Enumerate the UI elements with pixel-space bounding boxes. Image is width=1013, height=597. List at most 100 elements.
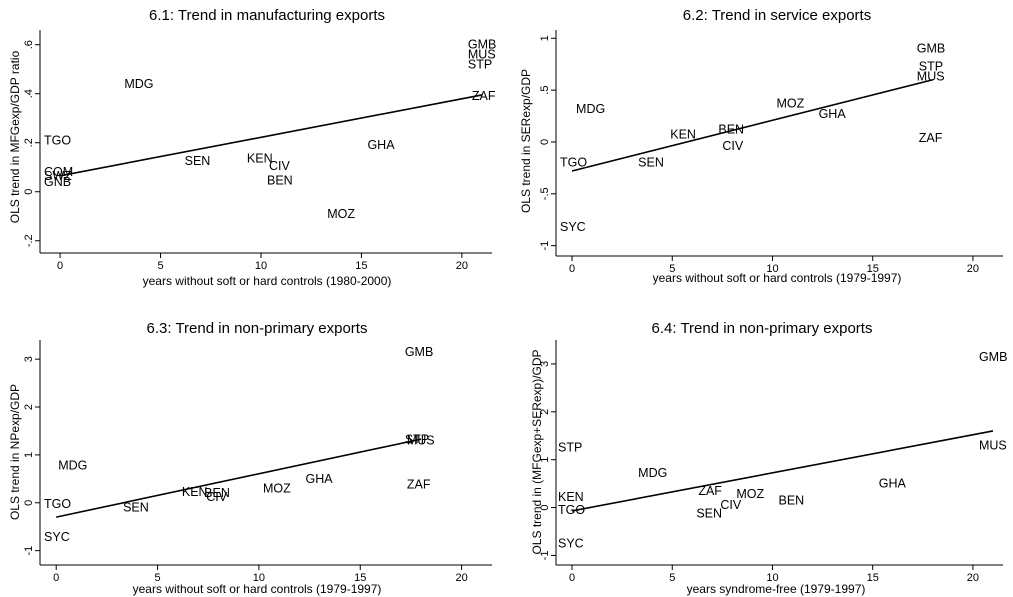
point-label: MOZ <box>327 207 355 221</box>
y-tick-label: -1 <box>23 546 35 556</box>
panel-title: 6.2: Trend in service exports <box>683 7 871 24</box>
x-tick-label: 20 <box>967 572 979 584</box>
point-label: TGO <box>560 156 587 170</box>
point-label: MDG <box>576 102 605 116</box>
point-label: COM <box>44 165 73 179</box>
y-axis-label: OLS trend in (MFGexp+SERexp)/GDP <box>530 349 544 554</box>
point-label: KEN <box>182 485 208 499</box>
panel-6-4: 6.4: Trend in non-primary exports 0 5 10 15… <box>530 320 1007 596</box>
point-label: ZAF <box>919 131 943 145</box>
point-label: KEN <box>670 128 696 142</box>
x-tick-label: 20 <box>967 263 979 275</box>
point-label: SYC <box>44 530 70 544</box>
point-label: CIV <box>720 498 742 512</box>
x-tick-label: 10 <box>255 260 267 272</box>
y-tick-label: -.2 <box>23 234 35 247</box>
point-label: BEN <box>778 493 804 507</box>
point-label: MUS <box>468 48 496 62</box>
panel-title: 6.1: Trend in manufacturing exports <box>149 7 385 24</box>
y-tick-label: .6 <box>23 40 35 49</box>
point-label: GMB <box>979 350 1007 364</box>
point-label: BEN <box>267 174 293 188</box>
point-label: BEN <box>718 123 744 137</box>
point-label: TGO <box>44 497 71 511</box>
point-label: KEN <box>558 490 584 504</box>
x-axis-label: years without soft or hard controls (197… <box>653 271 902 285</box>
y-tick-label: 0 <box>539 139 551 145</box>
point-label: ZAF <box>407 478 431 492</box>
y-tick-label: 0 <box>539 504 551 510</box>
point-label: ZAF <box>472 89 496 103</box>
point-label: MOZ <box>736 487 764 501</box>
y-tick-label: 1 <box>23 452 35 458</box>
x-tick-label: 5 <box>669 572 675 584</box>
fit-line <box>571 430 994 512</box>
x-axis-label: years without soft or hard controls (198… <box>143 274 392 288</box>
point-label: MOZ <box>263 481 291 495</box>
point-label: SYC <box>558 536 584 550</box>
point-label: SWZ <box>44 169 72 183</box>
y-tick-label: 0 <box>23 500 35 506</box>
y-tick-label: 0 <box>23 189 35 195</box>
point-label: SEN <box>185 154 211 168</box>
point-label: KEN <box>247 152 273 166</box>
x-axis-label: years syndrome-free (1979-1997) <box>687 582 866 596</box>
y-tick-label: 1 <box>539 35 551 41</box>
x-tick-label: 0 <box>569 263 575 275</box>
point-label: CIV <box>206 490 228 504</box>
panel-6-1: 6.1: Trend in manufacturing exports 0 5 10… <box>8 7 496 288</box>
point-label: MOZ <box>776 97 804 111</box>
point-label: SYC <box>560 220 586 234</box>
point-label: SEN <box>638 156 664 170</box>
y-tick-label: 3 <box>539 361 551 367</box>
x-tick-label: 5 <box>669 263 675 275</box>
fit-line <box>56 438 422 518</box>
x-tick-label: 10 <box>766 263 778 275</box>
x-tick-label: 10 <box>766 572 778 584</box>
point-label: CIV <box>269 159 291 173</box>
panel-6-2: 6.2: Trend in service exports 0 5 10 15 20-1… <box>519 7 1003 285</box>
x-tick-label: 5 <box>154 572 160 584</box>
y-tick-label: .5 <box>539 86 551 95</box>
point-label: GNB <box>44 175 71 189</box>
x-tick-label: 0 <box>569 572 575 584</box>
point-label: CIV <box>722 139 744 153</box>
point-label: SEN <box>123 501 149 515</box>
y-tick-label: .2 <box>23 138 35 147</box>
point-label: ZAF <box>698 484 722 498</box>
x-tick-label: 15 <box>867 263 879 275</box>
point-label: BEN <box>204 486 230 500</box>
point-label: MUS <box>979 438 1007 452</box>
point-label: SEN <box>696 506 722 520</box>
panel-6-3: 6.3: Trend in non-primary exports 0 5 10 15… <box>8 320 492 596</box>
point-label: GHA <box>367 138 395 152</box>
point-label: TGO <box>558 503 585 517</box>
panel-title: 6.4: Trend in non-primary exports <box>652 320 873 337</box>
y-tick-label: 2 <box>539 409 551 415</box>
point-label: MUS <box>917 70 945 84</box>
y-tick-label: -1 <box>539 551 551 561</box>
point-label: MDG <box>124 77 153 91</box>
x-axis-label: years without soft or hard controls (197… <box>133 582 382 596</box>
y-tick-label: -1 <box>539 241 551 251</box>
x-tick-label: 20 <box>455 572 467 584</box>
x-tick-label: 15 <box>354 572 366 584</box>
point-label: GHA <box>879 477 907 491</box>
y-axis-label: OLS trend in SERexp/GDP <box>519 69 533 213</box>
fit-line <box>571 78 934 172</box>
point-label: GMB <box>468 38 496 52</box>
point-label: STP <box>558 441 582 455</box>
panel-title: 6.3: Trend in non-primary exports <box>147 320 368 337</box>
point-label: GMB <box>917 42 945 56</box>
point-label: GHA <box>819 107 847 121</box>
axis-frame: 0 5 10 15 20 -1 -.5 0 .5 1 MDG TGO SEN SYC KEN BEN CIV MO… <box>539 30 1003 275</box>
point-label: GHA <box>306 472 334 486</box>
y-tick-label: -.5 <box>539 187 551 200</box>
x-tick-label: 15 <box>355 260 367 272</box>
y-axis-label: OLS trend in MFGexp/GDP ratio <box>8 50 22 223</box>
y-tick-label: .4 <box>23 89 35 98</box>
point-label: MDG <box>58 458 87 472</box>
